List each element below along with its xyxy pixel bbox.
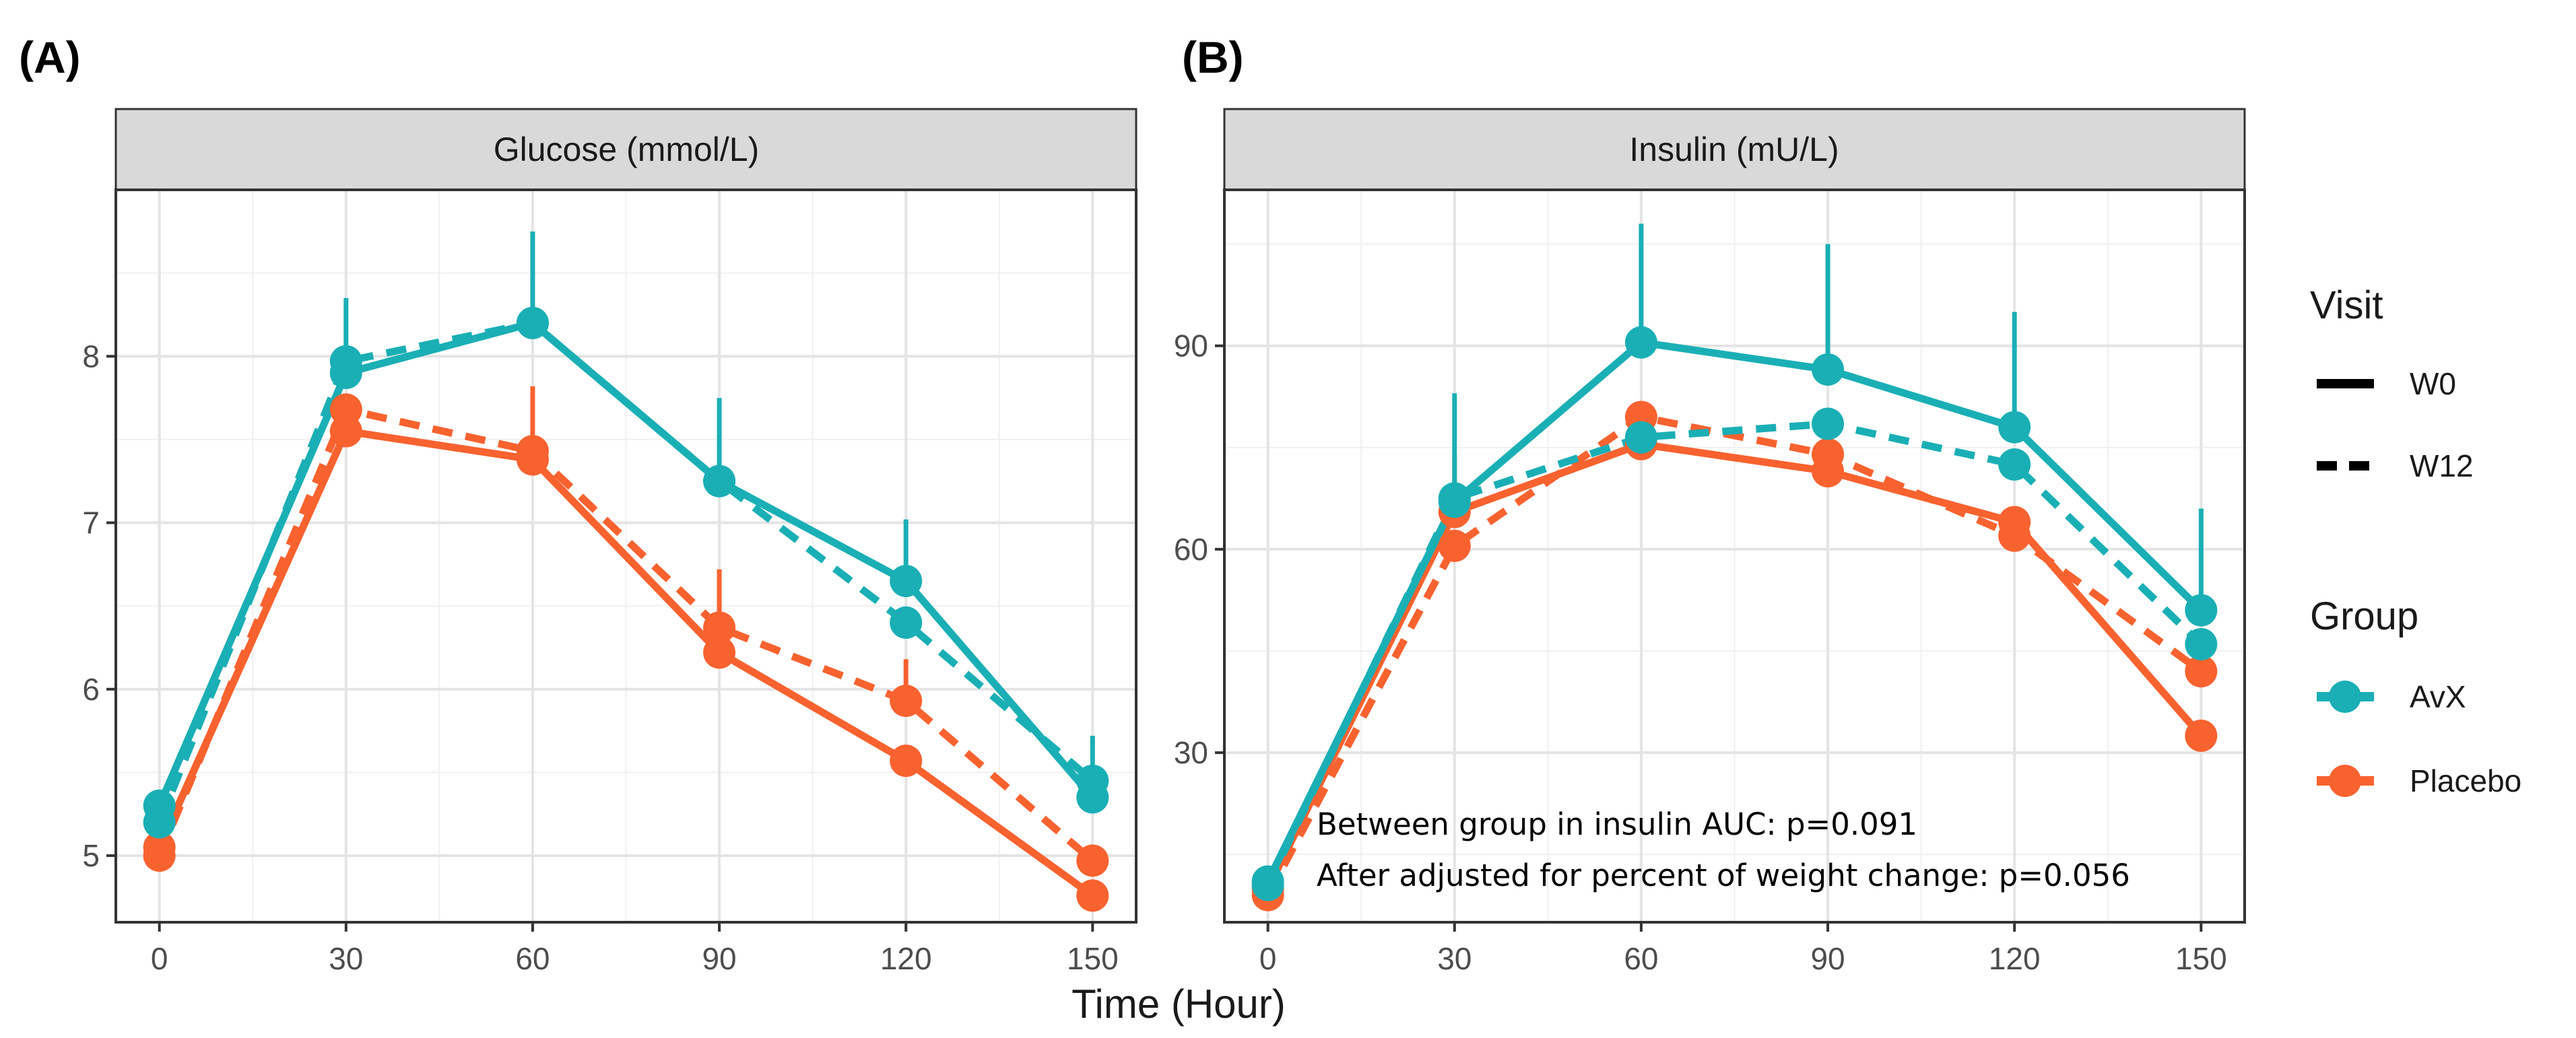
data-point-avx-w0 — [1998, 411, 2031, 444]
data-point-placebo-w0 — [890, 745, 923, 777]
data-point-avx-w0 — [890, 565, 923, 598]
legend-visit-title: Visit — [2310, 283, 2383, 327]
data-point-placebo-w0 — [143, 831, 176, 864]
data-point-placebo-w12 — [1438, 529, 1471, 562]
data-point-placebo-w12 — [2185, 655, 2218, 688]
x-tick-label: 30 — [329, 941, 363, 976]
data-point-placebo-w0 — [1812, 455, 1845, 488]
y-tick-label: 90 — [1174, 328, 1208, 364]
series-line-placebo-w0 — [156, 427, 1095, 899]
x-tick-label: 150 — [2175, 941, 2227, 976]
data-point-avx-w0 — [1251, 865, 1284, 898]
x-tick-label: 120 — [1989, 941, 2041, 976]
y-tick-label: 8 — [82, 339, 100, 374]
data-point-avx-w0 — [1438, 485, 1471, 518]
legend: Visit W0 W12 Group AvX Placebo — [2310, 283, 2521, 798]
plot-area-insulin: 30 60 90 0 30 60 90 120 150 — [1174, 188, 2246, 976]
legend-label-w12: W12 — [2410, 448, 2474, 483]
data-point-avx-w12 — [1812, 407, 1845, 440]
y-tick-label: 5 — [82, 838, 100, 873]
data-point-placebo-w12 — [703, 611, 736, 644]
data-point-avx-w0 — [1812, 353, 1845, 386]
x-tick-label: 90 — [702, 941, 736, 976]
data-point-placebo-w0 — [703, 636, 736, 669]
x-tick-label: 60 — [515, 941, 550, 976]
legend-key-placebo-dot — [2329, 765, 2361, 797]
plot-border — [1223, 188, 2246, 924]
data-point-avx-w12 — [2185, 627, 2218, 660]
x-tick-label: 120 — [880, 941, 932, 976]
panel-label-a: (A) — [19, 32, 81, 82]
strip-title-a: Glucose (mmol/L) — [494, 131, 760, 168]
plot-border — [114, 188, 1137, 924]
data-point-avx-w0 — [2185, 594, 2218, 627]
data-point-avx-w0 — [143, 789, 176, 822]
data-point-avx-w12 — [890, 606, 923, 639]
y-tick-label: 6 — [82, 672, 100, 707]
data-point-avx-w0 — [516, 306, 549, 339]
series-line-avx-w0 — [156, 319, 1096, 808]
data-point-placebo-w0 — [516, 443, 549, 476]
data-point-avx-w0 — [329, 357, 362, 389]
data-point-avx-w0 — [1624, 326, 1657, 359]
x-tick-label: 30 — [1437, 941, 1472, 976]
y-tick-label: 60 — [1174, 532, 1208, 567]
data-point-avx-w0 — [703, 464, 736, 497]
series-line-placebo-w0 — [1264, 440, 2204, 891]
data-point-placebo-w12 — [1076, 844, 1109, 877]
strip-bg-b — [1223, 108, 2246, 191]
data-point-avx-w0 — [1076, 781, 1109, 814]
legend-group-title: Group — [2310, 594, 2418, 638]
data-point-placebo-w0 — [329, 415, 362, 448]
series-line-avx-w12 — [1264, 420, 2204, 887]
panel-label-b: (B) — [1182, 32, 1244, 82]
x-axis-title: Time (Hour) — [1071, 981, 1286, 1027]
y-tick-label: 30 — [1174, 735, 1208, 770]
data-point-avx-w12 — [1998, 448, 2031, 481]
data-point-avx-w12 — [1624, 421, 1657, 454]
x-tick-label: 0 — [1259, 941, 1277, 976]
plot-area-glucose: 5 6 7 8 0 30 60 90 120 150 — [82, 188, 1137, 976]
annotation-auc: Between group in insulin AUC: p=0.091 — [1317, 806, 1917, 842]
x-tick-label: 0 — [151, 941, 168, 976]
strip-title-b: Insulin (mU/L) — [1629, 131, 1839, 168]
legend-key-avx-dot — [2329, 681, 2361, 713]
x-tick-label: 150 — [1067, 941, 1119, 976]
annotation-adjusted: After adjusted for percent of weight cha… — [1317, 858, 2130, 893]
y-tick-label: 7 — [82, 506, 100, 541]
legend-label-placebo: Placebo — [2410, 763, 2521, 798]
data-point-placebo-w0 — [1076, 879, 1109, 912]
series-line-avx-w0 — [1264, 339, 2204, 884]
data-point-placebo-w0 — [2185, 719, 2218, 752]
x-tick-label: 90 — [1810, 941, 1845, 976]
x-tick-label: 60 — [1624, 941, 1658, 976]
legend-label-w0: W0 — [2410, 366, 2456, 401]
strip-bg-a — [114, 108, 1137, 191]
data-point-placebo-w12 — [890, 685, 923, 718]
data-point-placebo-w0 — [1998, 506, 2031, 539]
legend-label-avx: AvX — [2410, 679, 2466, 714]
